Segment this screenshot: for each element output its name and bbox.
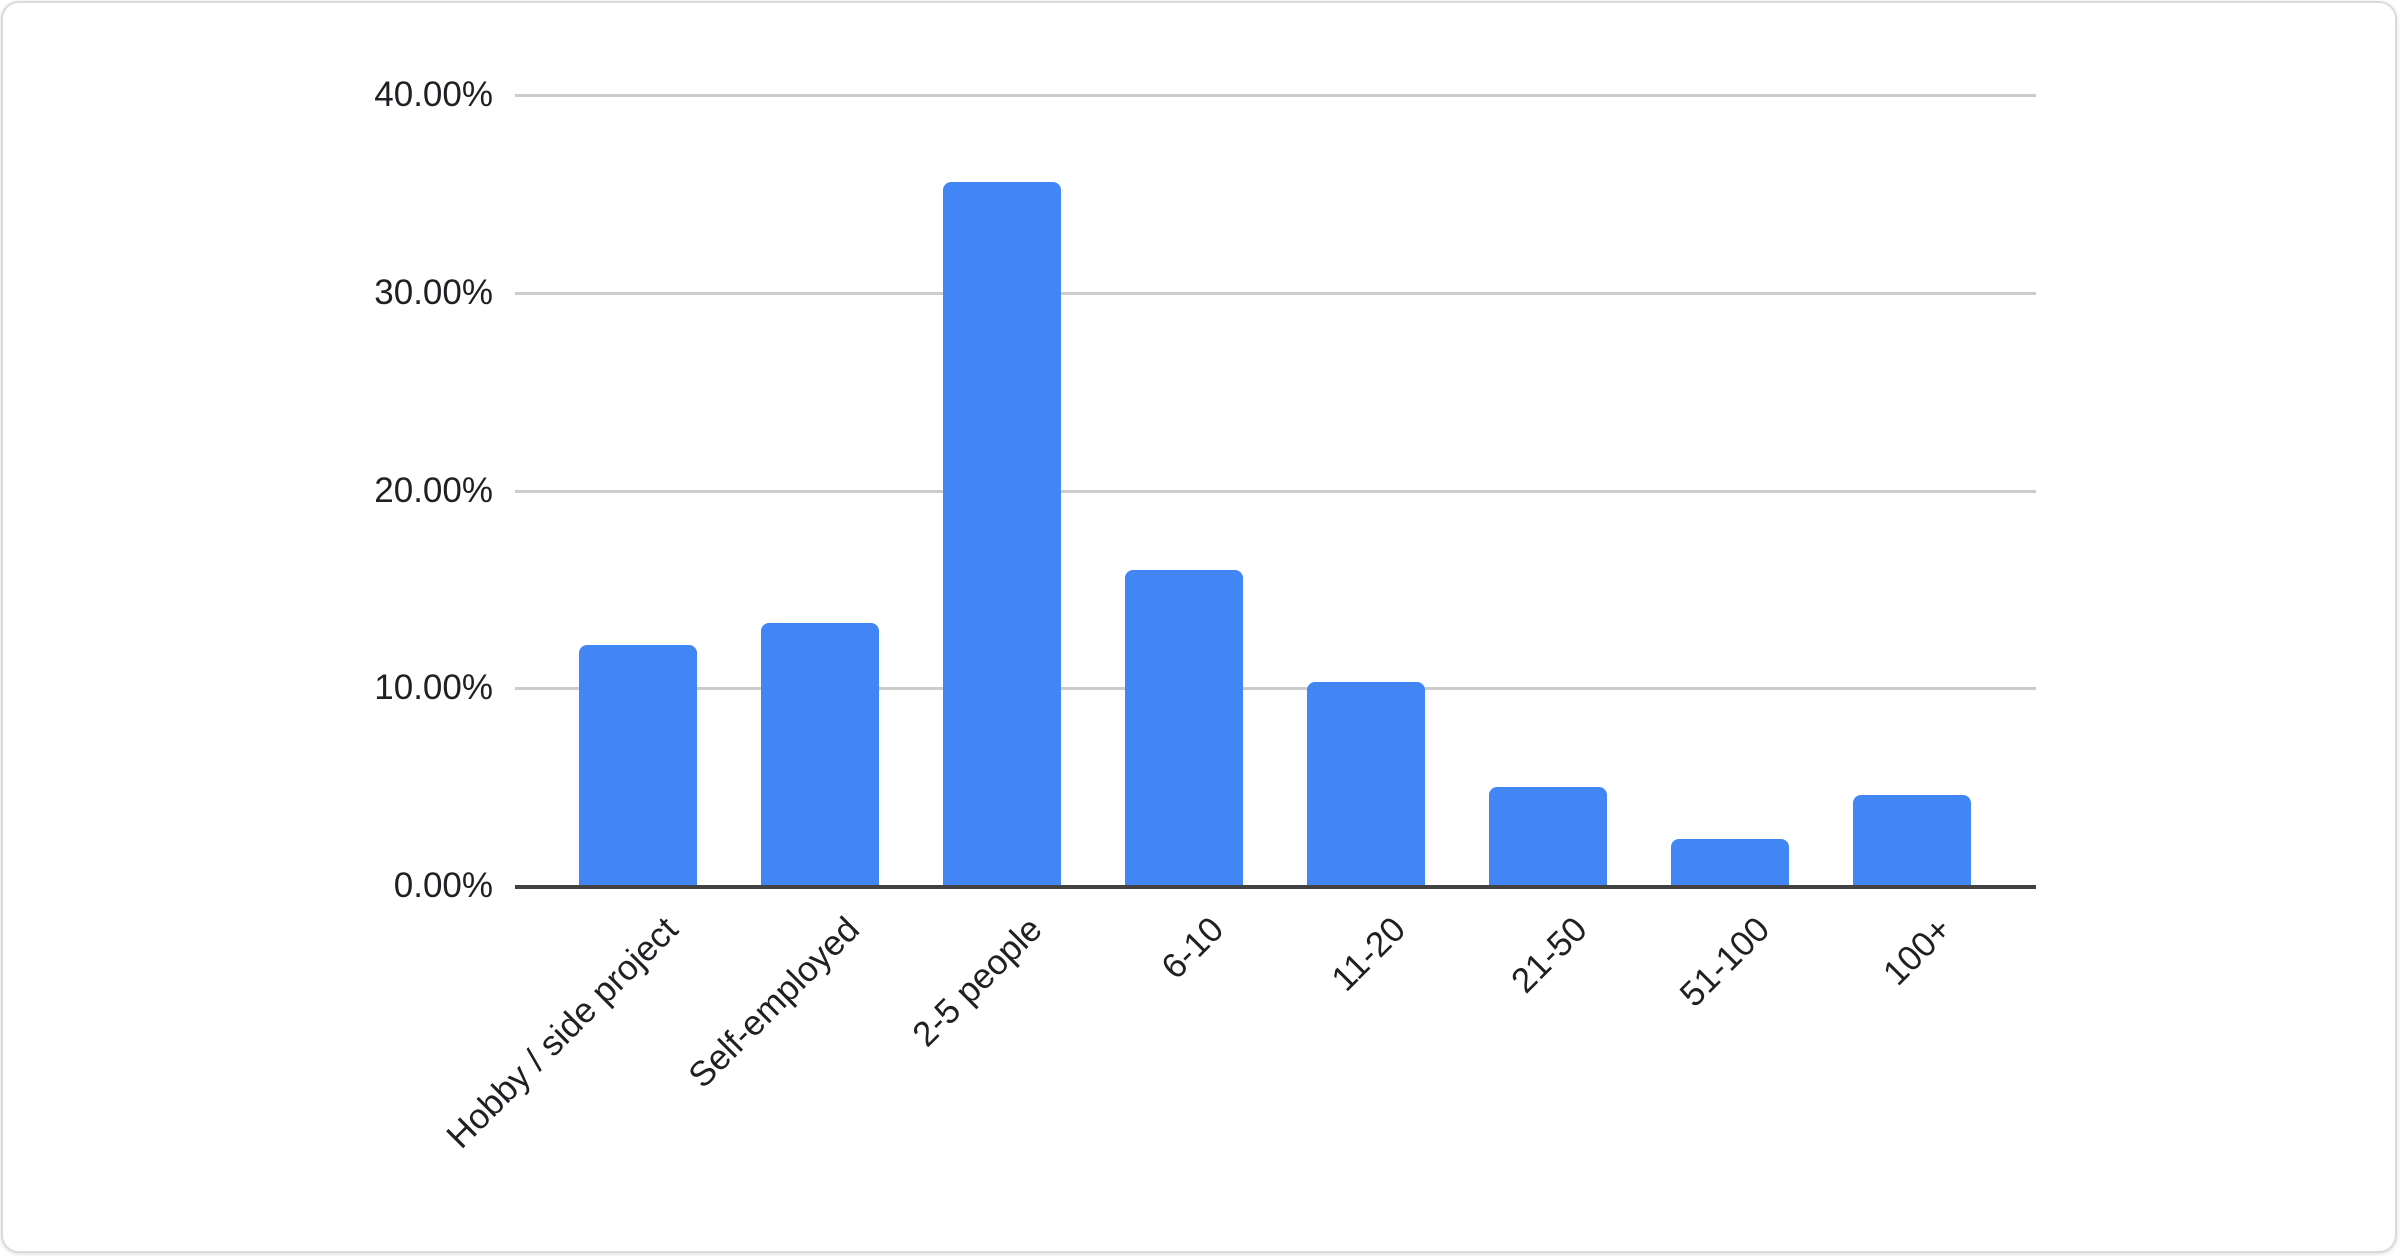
- bar-21-50[interactable]: [1489, 787, 1607, 889]
- bar-6-10[interactable]: [1125, 570, 1243, 889]
- gridline-20: [515, 490, 2036, 493]
- x-tick-label-11-20: 11-20: [1324, 909, 1414, 999]
- x-tick-label-self-employed: Self-employed: [681, 909, 868, 1096]
- x-tick-label-hobby-side-project: Hobby / side project: [438, 909, 686, 1156]
- x-tick-label-21-50: 21-50: [1504, 909, 1596, 1001]
- y-tick-label-0: 0.00%: [393, 865, 493, 905]
- x-axis-line: [515, 885, 2036, 889]
- bar-100[interactable]: [1853, 795, 1971, 889]
- x-tick-label-51-100: 51-100: [1672, 909, 1778, 1015]
- y-tick-label-30: 30.00%: [374, 272, 493, 312]
- gridline-10: [515, 687, 2036, 690]
- y-tick-label-20: 20.00%: [374, 470, 493, 510]
- gridline-40: [515, 94, 2036, 97]
- x-tick-label-100: 100+: [1875, 909, 1960, 993]
- bar-chart-plot-area: 0.00% 10.00% 20.00% 30.00% 40.00% Hobby / si…: [3, 3, 2400, 1256]
- bar-2-5-people[interactable]: [943, 182, 1061, 889]
- y-tick-label-10: 10.00%: [374, 667, 493, 707]
- bar-self-employed[interactable]: [761, 623, 879, 889]
- y-tick-label-40: 40.00%: [374, 74, 493, 114]
- x-tick-label-6-10: 6-10: [1154, 909, 1232, 987]
- bar-11-20[interactable]: [1307, 682, 1425, 889]
- bar-hobby-side-project[interactable]: [579, 645, 697, 889]
- x-tick-label-2-5-people: 2-5 people: [904, 909, 1050, 1055]
- gridline-30: [515, 292, 2036, 295]
- bar-51-100[interactable]: [1671, 839, 1789, 889]
